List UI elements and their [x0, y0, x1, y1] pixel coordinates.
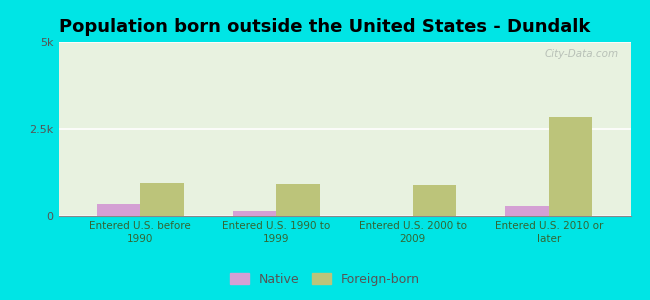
- Text: City-Data.com: City-Data.com: [545, 49, 619, 59]
- Bar: [233, 211, 276, 216]
- Bar: [505, 206, 549, 216]
- Legend: Native, Foreign-born: Native, Foreign-born: [225, 268, 425, 291]
- Text: Population born outside the United States - Dundalk: Population born outside the United State…: [59, 18, 591, 36]
- Bar: [140, 183, 184, 216]
- Bar: [413, 185, 456, 216]
- Bar: [549, 117, 592, 216]
- Bar: [276, 184, 320, 216]
- Bar: [97, 204, 140, 216]
